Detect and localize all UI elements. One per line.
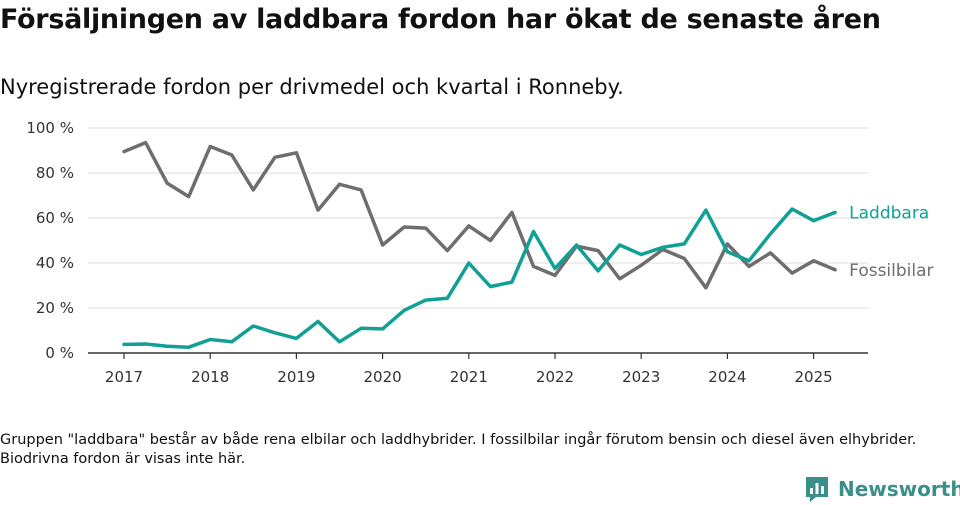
series-label-fossilbilar: Fossilbilar: [849, 261, 933, 281]
y-tick-label: 0 %: [45, 344, 74, 362]
y-tick-label: 60 %: [36, 209, 74, 227]
series-line-fossilbilar: [122, 140, 837, 290]
newsworthy-logo[interactable]: Newsworthy: [804, 474, 960, 504]
series-labels: Laddbara Fossilbilar: [849, 203, 933, 280]
series-line-laddbara: [122, 207, 837, 349]
y-tick-label: 40 %: [36, 254, 74, 272]
x-tick-label: 2020: [364, 368, 402, 385]
chart-title: Försäljningen av laddbara fordon har öka…: [0, 4, 881, 35]
x-axis-ticks: 2017 2018 2019 2020 2021 2022 2023 2024 2025: [105, 353, 833, 385]
footnote: Gruppen "laddbara" består av både rena e…: [0, 432, 917, 467]
y-tick-label: 20 %: [36, 299, 74, 317]
y-tick-label: 80 %: [36, 164, 74, 182]
x-tick-label: 2023: [622, 368, 660, 385]
series-lines: [122, 140, 837, 349]
y-tick-label: 100 %: [26, 119, 74, 137]
chart-subtitle: Nyregistrerade fordon per drivmedel och …: [0, 75, 624, 99]
x-tick-label: 2018: [191, 368, 229, 385]
series-label-laddbara: Laddbara: [849, 203, 929, 223]
x-tick-label: 2025: [795, 368, 833, 385]
newsworthy-logo-icon: [806, 477, 828, 502]
line-chart: 0 % 20 % 40 % 60 % 80 % 100 % 2017 2018 2019 202…: [26, 119, 933, 385]
grid-layer: [88, 127, 868, 354]
x-tick-label: 2019: [277, 368, 315, 385]
x-tick-label: 2022: [536, 368, 574, 385]
brand-name: Newsworthy: [838, 477, 960, 501]
x-tick-label: 2021: [450, 368, 488, 385]
x-tick-label: 2017: [105, 368, 143, 385]
y-axis-ticks: 0 % 20 % 40 % 60 % 80 % 100 %: [26, 119, 74, 362]
x-tick-label: 2024: [708, 368, 746, 385]
